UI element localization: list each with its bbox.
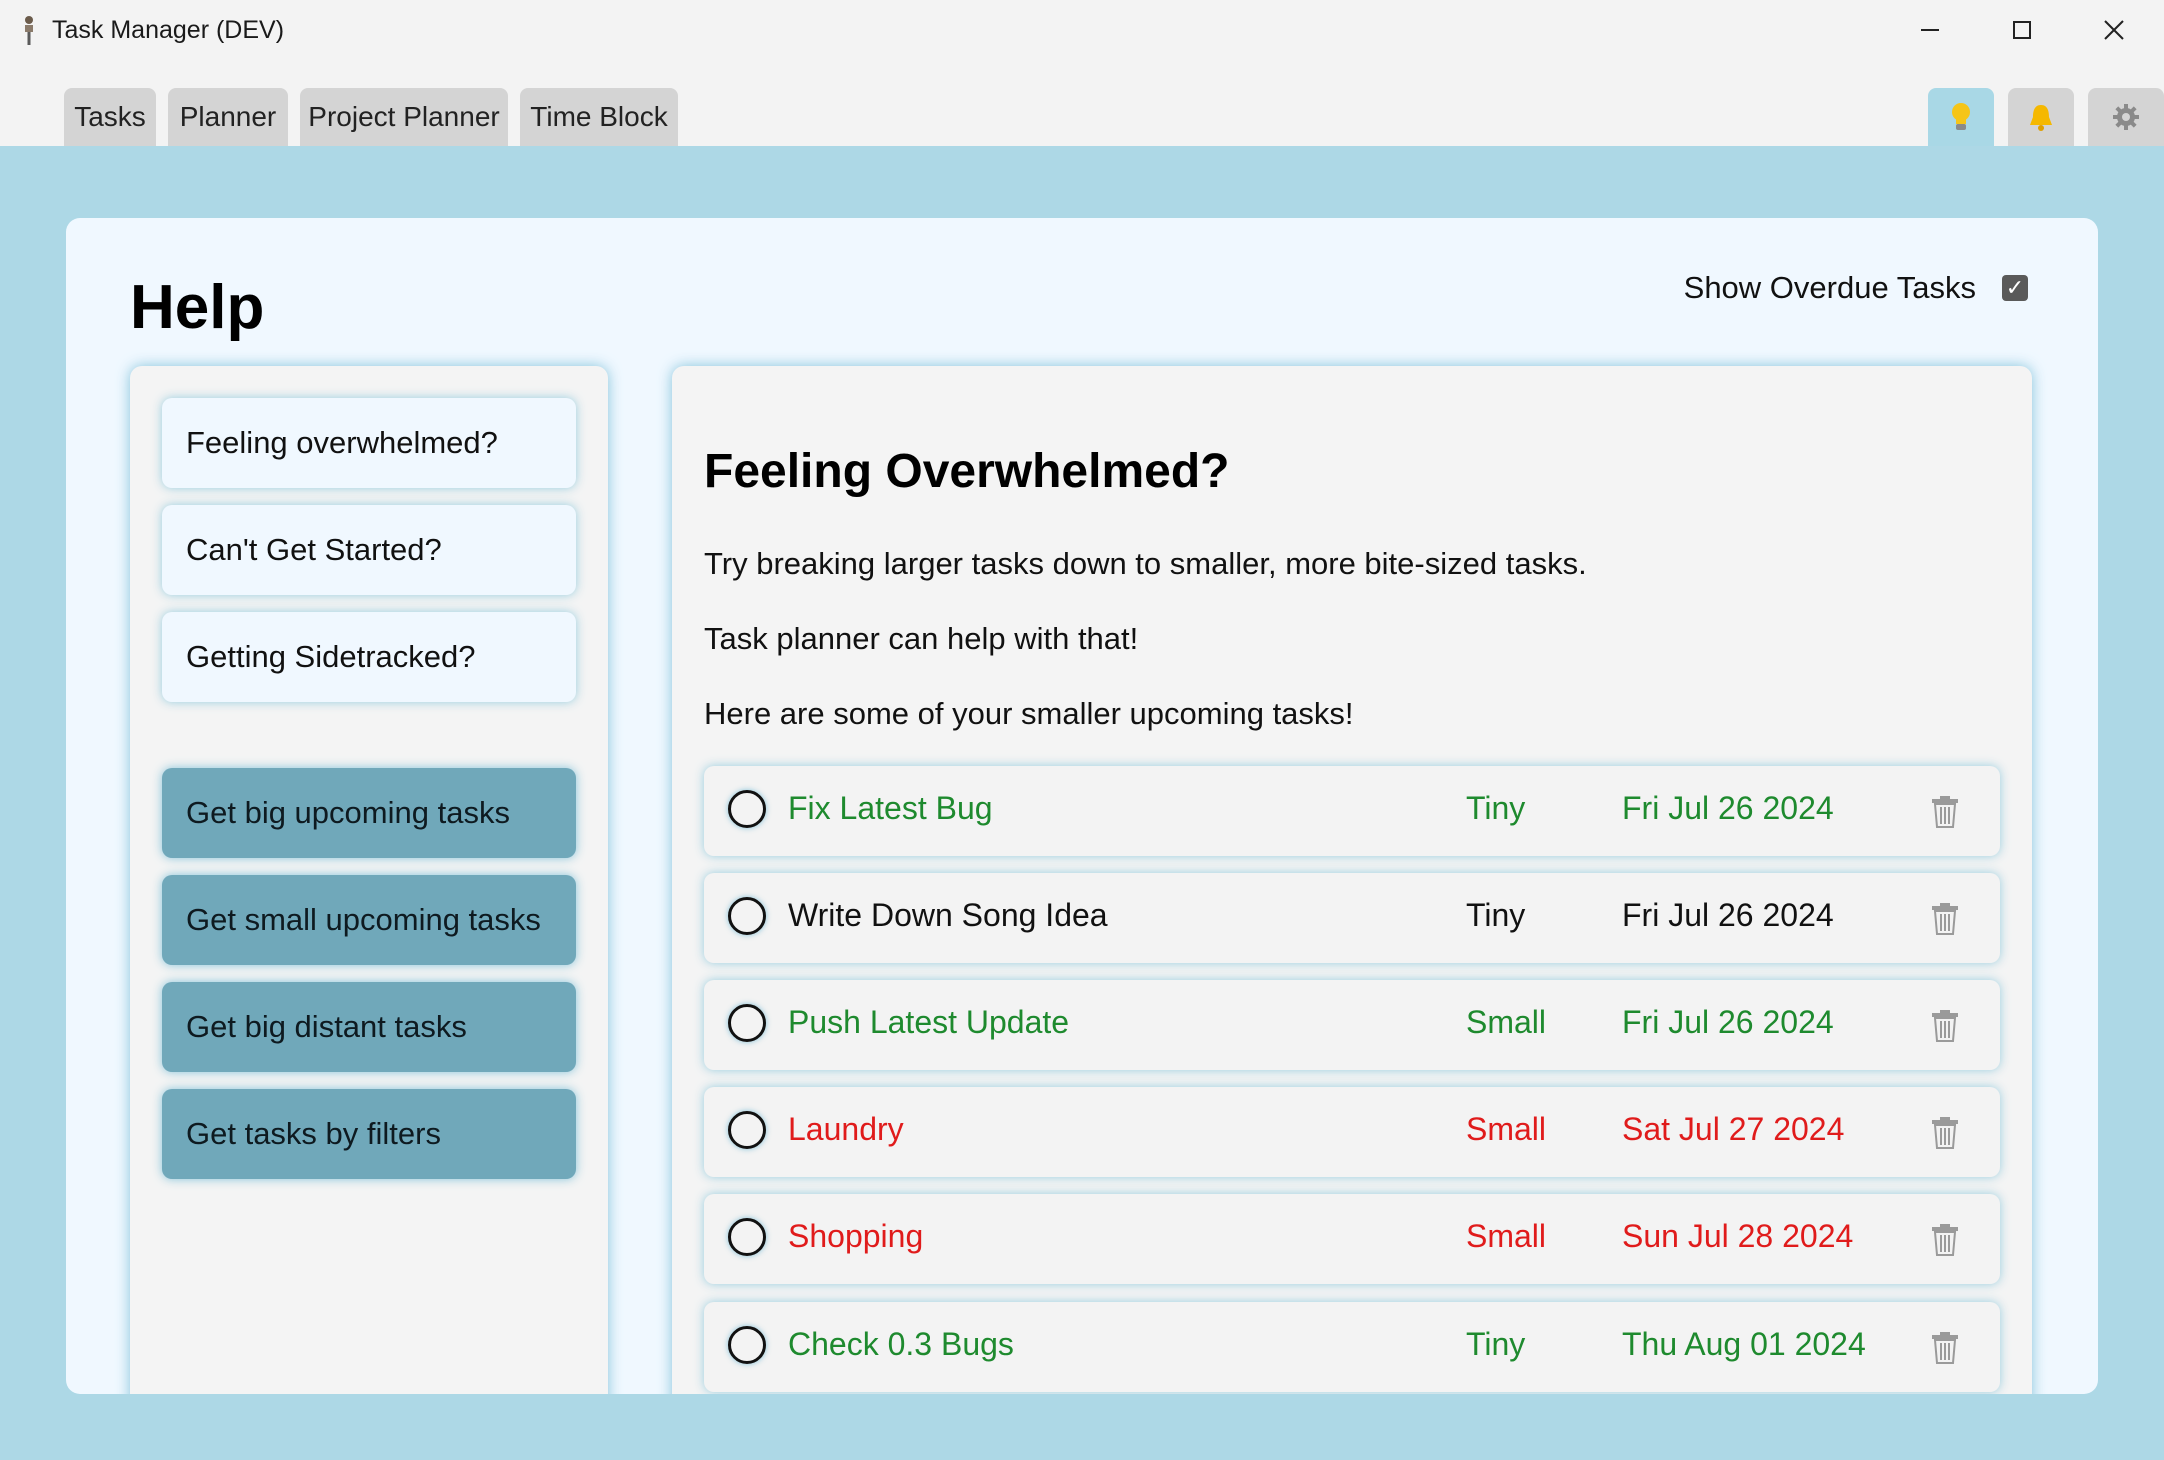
task-date: Sat Jul 27 2024 (1622, 1111, 1845, 1147)
getting-sidetracked-button[interactable]: Getting Sidetracked? (162, 612, 576, 702)
get-big-upcoming-tasks-button[interactable]: Get big upcoming tasks (162, 768, 576, 858)
help-paragraph: Here are some of your smaller upcoming t… (704, 696, 1354, 731)
window-title: Task Manager (DEV) (52, 16, 285, 44)
help-panel: Help Show Overdue Tasks ✓ Feeling overwh… (66, 218, 2098, 1394)
task-date: Thu Aug 01 2024 (1622, 1326, 1866, 1362)
tab-time-block[interactable]: Time Block (520, 88, 678, 146)
get-small-upcoming-tasks-button[interactable]: Get small upcoming tasks (162, 875, 576, 965)
complete-task-checkbox[interactable] (728, 1004, 766, 1042)
help-paragraph: Task planner can help with that! (704, 621, 1139, 656)
tab-planner[interactable]: Planner (168, 88, 288, 146)
content-title: Feeling Overwhelmed? (704, 445, 1230, 498)
complete-task-checkbox[interactable] (728, 1326, 766, 1364)
tab-settings[interactable] (2088, 88, 2164, 146)
help-content: Feeling Overwhelmed? Try breaking larger… (672, 366, 2032, 1394)
minimize-button[interactable] (1884, 0, 1976, 60)
task-name[interactable]: Fix Latest Bug (788, 790, 993, 826)
help-paragraph: Try breaking larger tasks down to smalle… (704, 546, 1587, 581)
trash-icon[interactable] (1930, 1117, 1960, 1149)
trash-icon[interactable] (1930, 1332, 1960, 1364)
close-icon (2104, 20, 2124, 40)
task-row: Push Latest Update Small Fri Jul 26 2024 (704, 980, 2000, 1070)
show-overdue-checkbox[interactable]: ✓ (2002, 275, 2028, 301)
main-area: Help Show Overdue Tasks ✓ Feeling overwh… (0, 146, 2164, 1460)
trash-icon[interactable] (1930, 1010, 1960, 1042)
feeling-overwhelmed-button[interactable]: Feeling overwhelmed? (162, 398, 576, 488)
task-date: Fri Jul 26 2024 (1622, 790, 1834, 826)
maximize-button[interactable] (1976, 0, 2068, 60)
task-size: Small (1466, 1004, 1547, 1040)
page-title: Help (130, 273, 265, 342)
task-size: Tiny (1466, 897, 1526, 933)
show-overdue-toggle[interactable]: Show Overdue Tasks ✓ (1684, 270, 2028, 306)
app-icon (25, 16, 33, 45)
bell-icon (2030, 105, 2052, 131)
task-date: Sun Jul 28 2024 (1622, 1218, 1854, 1254)
task-size: Small (1466, 1111, 1547, 1147)
task-row: Fix Latest Bug Tiny Fri Jul 26 2024 (704, 766, 2000, 856)
task-name[interactable]: Check 0.3 Bugs (788, 1326, 1014, 1362)
task-date: Fri Jul 26 2024 (1622, 1004, 1834, 1040)
minimize-icon (1921, 29, 1939, 31)
get-big-distant-tasks-button[interactable]: Get big distant tasks (162, 982, 576, 1072)
complete-task-checkbox[interactable] (728, 790, 766, 828)
tab-project-planner[interactable]: Project Planner (300, 88, 508, 146)
trash-icon[interactable] (1930, 1224, 1960, 1256)
task-size: Small (1466, 1218, 1547, 1254)
complete-task-checkbox[interactable] (728, 1111, 766, 1149)
close-button[interactable] (2068, 0, 2160, 60)
get-tasks-by-filters-button[interactable]: Get tasks by filters (162, 1089, 576, 1179)
task-row: Shopping Small Sun Jul 28 2024 (704, 1194, 2000, 1284)
task-size: Tiny (1466, 790, 1526, 826)
complete-task-checkbox[interactable] (728, 897, 766, 935)
task-name[interactable]: Push Latest Update (788, 1004, 1070, 1040)
tab-tasks[interactable]: Tasks (64, 88, 156, 146)
trash-icon[interactable] (1930, 796, 1960, 828)
maximize-icon (2013, 21, 2031, 39)
task-date: Fri Jul 26 2024 (1622, 897, 1834, 933)
help-sidebar: Feeling overwhelmed? Can't Get Started? … (130, 366, 608, 1394)
tab-strip: Tasks Planner Project Planner Time Block (0, 60, 2164, 146)
tab-help[interactable] (1928, 88, 1994, 146)
task-row: Laundry Small Sat Jul 27 2024 (704, 1087, 2000, 1177)
title-bar: Task Manager (DEV) (0, 0, 2164, 60)
task-name[interactable]: Shopping (788, 1218, 924, 1254)
gear-icon (2113, 104, 2139, 130)
show-overdue-label: Show Overdue Tasks (1683, 270, 1976, 305)
complete-task-checkbox[interactable] (728, 1218, 766, 1256)
task-name[interactable]: Laundry (788, 1111, 904, 1147)
trash-icon[interactable] (1930, 903, 1960, 935)
task-row: Write Down Song Idea Tiny Fri Jul 26 202… (704, 873, 2000, 963)
lightbulb-icon (1952, 103, 1970, 130)
task-size: Tiny (1466, 1326, 1526, 1362)
task-name[interactable]: Write Down Song Idea (788, 897, 1108, 933)
task-row: Check 0.3 Bugs Tiny Thu Aug 01 2024 (704, 1302, 2000, 1392)
tab-notifications[interactable] (2008, 88, 2074, 146)
cant-get-started-button[interactable]: Can't Get Started? (162, 505, 576, 595)
